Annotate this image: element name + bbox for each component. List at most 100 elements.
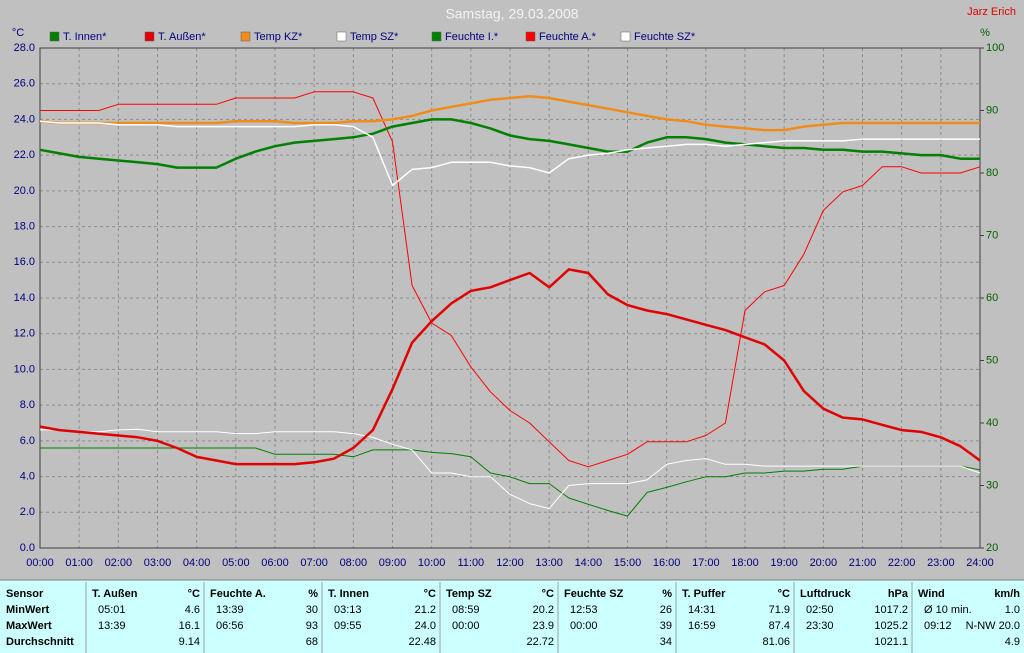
- cell-value: 1017.2: [874, 604, 908, 616]
- legend-swatch: [431, 31, 442, 42]
- y-tick-label: 14.0: [14, 292, 35, 304]
- y2-tick-label: 80: [986, 167, 998, 179]
- x-tick-label: 05:00: [222, 557, 250, 569]
- group-name: T. Innen: [328, 588, 369, 600]
- x-tick-label: 04:00: [183, 557, 211, 569]
- cell-time: 06:56: [216, 620, 244, 632]
- y-axis-label: °C: [12, 27, 24, 39]
- x-tick-label: 23:00: [927, 557, 955, 569]
- group-name: Feuchte A.: [210, 588, 266, 600]
- cell-time: 00:00: [570, 620, 598, 632]
- cell-time: Ø 10 min.: [924, 604, 972, 616]
- cell-value: 39: [660, 620, 672, 632]
- cell-value: 4.6: [185, 604, 200, 616]
- x-tick-label: 20:00: [810, 557, 838, 569]
- cell-value: 23.9: [533, 620, 554, 632]
- group-unit: %: [308, 588, 318, 600]
- cell-value: 21.2: [415, 604, 436, 616]
- cell-value: 26: [660, 604, 672, 616]
- cell-time: 13:39: [98, 620, 126, 632]
- x-tick-label: 10:00: [418, 557, 446, 569]
- group-name: T. Außen: [92, 588, 138, 600]
- group-unit: °C: [778, 588, 790, 600]
- cell-value: 20.2: [533, 604, 554, 616]
- legend-label: T. Innen*: [63, 31, 107, 43]
- cell-time: 00:00: [452, 620, 480, 632]
- x-tick-label: 00:00: [26, 557, 54, 569]
- x-tick-label: 09:00: [379, 557, 407, 569]
- legend-label: Feuchte I.*: [445, 31, 499, 43]
- group-name: Feuchte SZ: [564, 588, 624, 600]
- group-unit: hPa: [888, 588, 909, 600]
- row-label: MaxWert: [6, 620, 52, 632]
- y2-tick-label: 30: [986, 479, 998, 491]
- cell-average: 4.9: [1005, 636, 1020, 648]
- legend-swatch: [49, 31, 60, 42]
- y-tick-label: 0.0: [20, 542, 35, 554]
- y2-tick-label: 100: [986, 42, 1004, 54]
- x-tick-label: 08:00: [340, 557, 368, 569]
- y-tick-label: 4.0: [20, 470, 35, 482]
- cell-value: 87.4: [769, 620, 790, 632]
- legend-label: Temp KZ*: [254, 31, 303, 43]
- group-unit: °C: [424, 588, 436, 600]
- cell-time: 09:12: [924, 620, 952, 632]
- row-label: Durchschnitt: [6, 636, 74, 648]
- cell-time: 02:50: [806, 604, 834, 616]
- x-tick-label: 15:00: [614, 557, 642, 569]
- group-name: Temp SZ: [446, 588, 492, 600]
- group-name: Luftdruck: [800, 588, 852, 600]
- group-name: Wind: [918, 588, 945, 600]
- x-tick-label: 16:00: [653, 557, 681, 569]
- x-tick-label: 11:00: [457, 557, 484, 569]
- series-line: [40, 428, 981, 510]
- chart-background: [0, 0, 1024, 580]
- cell-value: 30: [306, 604, 318, 616]
- legend-swatch: [525, 31, 536, 42]
- x-tick-label: 13:00: [535, 557, 563, 569]
- series-line: [40, 91, 981, 468]
- stats-background: [0, 580, 1024, 653]
- x-tick-label: 06:00: [261, 557, 289, 569]
- series-line: [39, 94, 980, 132]
- x-tick-label: 01:00: [65, 557, 93, 569]
- y-tick-label: 22.0: [14, 149, 35, 161]
- legend-swatch: [620, 31, 631, 42]
- y-tick-label: 16.0: [14, 256, 35, 268]
- x-tick-label: 18:00: [731, 557, 759, 569]
- cell-average: 81.06: [762, 636, 790, 648]
- row-label: MinWert: [6, 604, 50, 616]
- chart-title: Samstag, 29.03.2008: [445, 6, 578, 22]
- legend-label: Feuchte SZ*: [634, 31, 696, 43]
- y-tick-label: 26.0: [14, 78, 35, 90]
- cell-average: 22.48: [408, 636, 436, 648]
- cell-average: 1021.1: [874, 636, 908, 648]
- cell-value: N-NW 20.0: [966, 620, 1020, 632]
- group-unit: km/h: [994, 588, 1020, 600]
- cell-time: 09:55: [334, 620, 362, 632]
- x-tick-label: 12:00: [496, 557, 524, 569]
- x-tick-label: 22:00: [888, 557, 916, 569]
- legend-label: Temp SZ*: [350, 31, 399, 43]
- y-tick-label: 10.0: [14, 363, 35, 375]
- y-tick-label: 12.0: [14, 328, 35, 340]
- group-unit: °C: [188, 588, 200, 600]
- y2-tick-label: 70: [986, 229, 998, 241]
- y-tick-label: 8.0: [20, 399, 35, 411]
- cell-time: 12:53: [570, 604, 598, 616]
- x-tick-label: 21:00: [849, 557, 877, 569]
- cell-average: 34: [660, 636, 672, 648]
- cell-value: 71.9: [769, 604, 790, 616]
- cell-value: 24.0: [415, 620, 436, 632]
- x-tick-label: 03:00: [144, 557, 172, 569]
- y2-tick-label: 60: [986, 292, 998, 304]
- cell-value: 16.1: [179, 620, 200, 632]
- y2-tick-label: 40: [986, 417, 998, 429]
- legend-label: Feuchte A.*: [539, 31, 597, 43]
- x-tick-label: 07:00: [300, 557, 328, 569]
- group-unit: °C: [542, 588, 554, 600]
- cell-average: 9.14: [179, 636, 200, 648]
- legend-swatch: [144, 31, 155, 42]
- series-line: [39, 268, 981, 466]
